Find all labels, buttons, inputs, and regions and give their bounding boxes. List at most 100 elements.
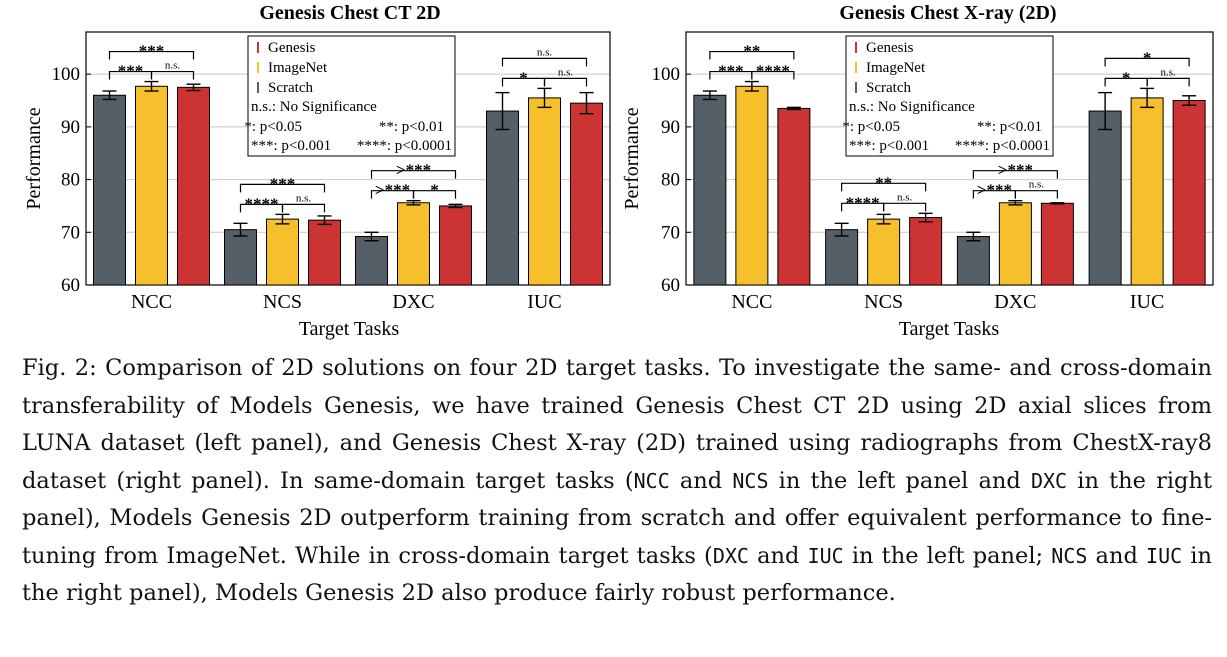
caption-text: Comparison of 2D solutions on four 2D ta… bbox=[22, 355, 1212, 494]
legend-note: ****: p<0.0001 bbox=[357, 138, 452, 154]
y-tick-label: 80 bbox=[61, 170, 80, 191]
left-chart-panel: Genesis Chest CT 2D 60 70 80 90 100 Performanc… bbox=[23, 2, 611, 340]
x-tick-label: NCC bbox=[731, 291, 772, 313]
legend-note: **: p<0.01 bbox=[379, 119, 444, 135]
significance-bracket bbox=[1014, 190, 1058, 199]
legend-note: ****: p<0.0001 bbox=[955, 138, 1050, 154]
chart-title: Genesis Chest CT 2D bbox=[259, 2, 440, 24]
x-tick-label: NCS bbox=[263, 291, 302, 313]
significance-label: *** bbox=[718, 62, 744, 81]
legend-note: *: p<0.05 bbox=[842, 119, 900, 135]
significance-label: >*** bbox=[396, 161, 431, 180]
legend-note: n.s.: No Significance bbox=[251, 99, 377, 115]
significance-label: ** bbox=[875, 173, 892, 192]
bar bbox=[1040, 202, 1074, 286]
caption-text: and bbox=[1087, 542, 1147, 569]
x-tick-label: NCC bbox=[131, 291, 172, 313]
legend-label: ImageNet bbox=[268, 60, 328, 76]
bar bbox=[439, 205, 472, 286]
y-tick-label: 80 bbox=[661, 170, 680, 191]
bar bbox=[998, 202, 1032, 286]
right-chart-panel: Genesis Chest X-ray (2D) 60 70 80 90 100 Perfo… bbox=[621, 2, 1214, 340]
significance-bracket bbox=[108, 50, 195, 60]
bar bbox=[825, 229, 859, 286]
significance-label: *** bbox=[118, 62, 144, 81]
significance-bracket bbox=[150, 70, 195, 80]
significance-bracket bbox=[1146, 77, 1190, 87]
significance-bracket bbox=[972, 170, 1058, 179]
significance-bracket bbox=[281, 203, 326, 213]
x-tick-label: DXC bbox=[392, 291, 434, 313]
significance-label: * bbox=[430, 181, 439, 200]
x-tick-label: IUC bbox=[527, 291, 561, 313]
bar bbox=[867, 218, 901, 286]
figure-caption: Fig. 2: Comparison of 2D solutions on fo… bbox=[22, 350, 1212, 613]
bar bbox=[355, 236, 388, 286]
legend-box bbox=[845, 35, 1054, 157]
plot-area-frame bbox=[685, 31, 1214, 286]
plot-area-frame bbox=[85, 31, 611, 286]
legend-box bbox=[247, 35, 456, 157]
significance-label: **** bbox=[846, 193, 880, 212]
x-tick-label: IUC bbox=[1130, 291, 1164, 313]
significance-bracket bbox=[501, 57, 588, 67]
bar bbox=[308, 219, 341, 286]
significance-label: n.s. bbox=[897, 191, 913, 203]
legend-note: n.s.: No Significance bbox=[849, 99, 975, 115]
bar bbox=[1130, 97, 1164, 286]
significance-label: * bbox=[1122, 68, 1131, 87]
significance-bracket bbox=[709, 50, 795, 60]
legend-label: Genesis bbox=[268, 40, 316, 56]
legend-note: **: p<0.01 bbox=[977, 119, 1042, 135]
significance-bracket bbox=[1104, 57, 1190, 67]
legend-label: Scratch bbox=[268, 80, 313, 96]
legend-label: Genesis bbox=[866, 40, 914, 56]
bar bbox=[570, 102, 603, 286]
significance-bracket bbox=[751, 70, 795, 80]
significance-label: * bbox=[519, 68, 528, 87]
legend-label: Scratch bbox=[866, 80, 911, 96]
bar bbox=[224, 229, 257, 286]
legend-note: ***: p<0.001 bbox=[849, 138, 929, 154]
significance-label: >*** bbox=[375, 181, 410, 200]
significance-bracket bbox=[412, 190, 457, 199]
significance-bracket bbox=[841, 182, 927, 192]
significance-label: *** bbox=[139, 42, 165, 61]
y-tick-label: 70 bbox=[61, 222, 80, 243]
figure: Genesis Chest CT 2D 60 70 80 90 100 Performanc… bbox=[23, 2, 1214, 340]
significance-label: * bbox=[1143, 48, 1152, 67]
significance-label: n.s. bbox=[558, 66, 574, 78]
x-tick-label: NCS bbox=[864, 291, 903, 313]
y-tick-label: 100 bbox=[52, 64, 81, 85]
significance-label: **** bbox=[756, 62, 790, 81]
bar bbox=[397, 202, 430, 286]
legend-note: ***: p<0.001 bbox=[251, 138, 331, 154]
y-axis-label: Performance bbox=[23, 107, 45, 209]
bar bbox=[528, 97, 561, 286]
y-tick-label: 90 bbox=[661, 117, 680, 138]
caption-text: in the right panel), Models Genesis 2D o… bbox=[22, 467, 1212, 569]
legend-label: ImageNet bbox=[866, 60, 926, 76]
caption-code: DXC bbox=[1030, 468, 1068, 493]
y-tick-label: 70 bbox=[661, 222, 680, 243]
significance-label: *** bbox=[270, 174, 296, 193]
bar bbox=[93, 94, 126, 286]
bar bbox=[777, 107, 811, 286]
caption-code: NCC bbox=[633, 468, 670, 493]
caption-label: Fig. 2: bbox=[22, 355, 97, 381]
bar bbox=[956, 236, 990, 286]
significance-label: n.s. bbox=[1160, 66, 1176, 78]
significance-bracket bbox=[239, 183, 326, 193]
bar bbox=[1172, 100, 1206, 286]
significance-bracket bbox=[543, 77, 588, 87]
bar bbox=[1088, 110, 1122, 286]
bar bbox=[486, 110, 519, 286]
bar bbox=[177, 86, 210, 286]
y-tick-label: 90 bbox=[61, 117, 80, 138]
caption-code: IUC bbox=[1146, 543, 1183, 568]
significance-label: **** bbox=[245, 194, 279, 213]
bar bbox=[135, 85, 168, 286]
x-axis-label: Target Tasks bbox=[299, 318, 400, 340]
significance-label: ** bbox=[743, 42, 760, 61]
y-tick-label: 60 bbox=[61, 275, 80, 296]
